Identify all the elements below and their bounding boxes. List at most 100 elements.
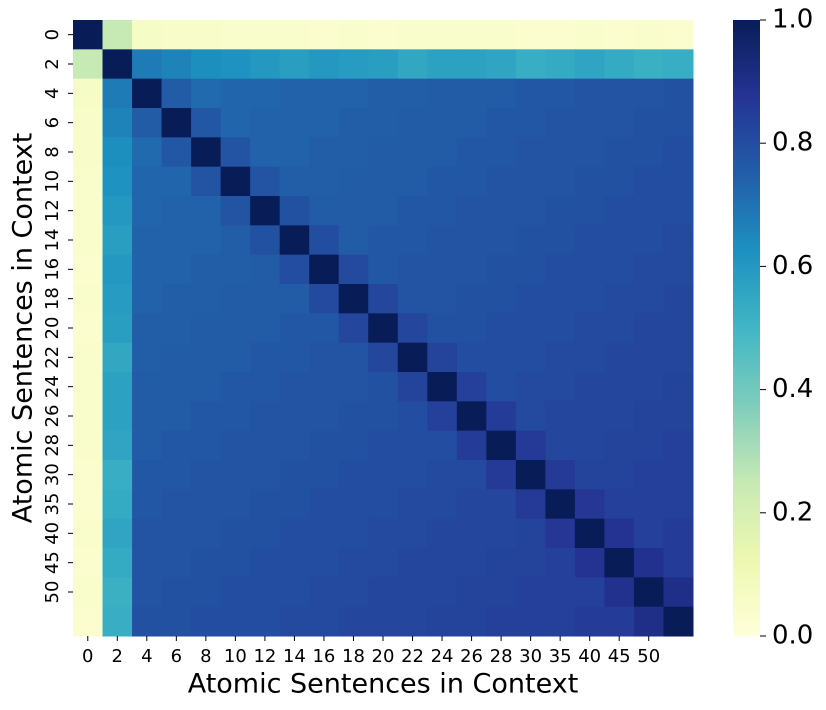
x-tick-label: 18 — [342, 646, 365, 667]
heatmap-cell — [368, 108, 399, 138]
heatmap-cell — [368, 196, 399, 226]
heatmap-cell — [663, 137, 694, 168]
heatmap-cell — [427, 313, 458, 344]
heatmap-cell — [545, 166, 576, 197]
heatmap-cell — [250, 49, 281, 80]
heatmap-cell — [309, 430, 340, 461]
heatmap-cell — [515, 225, 546, 256]
heatmap-cell — [456, 430, 487, 461]
heatmap-cell — [220, 401, 251, 432]
heatmap-cell — [191, 225, 222, 256]
heatmap-cell — [73, 254, 104, 285]
heatmap-cell — [73, 460, 104, 490]
heatmap-cell — [368, 254, 399, 285]
x-tick-label: 6 — [171, 646, 182, 667]
heatmap-cell — [102, 254, 133, 285]
heatmap-cell — [368, 225, 399, 256]
heatmap-cell — [161, 78, 192, 109]
heatmap-cell — [309, 518, 340, 549]
heatmap-cell — [427, 577, 458, 608]
heatmap-cell — [574, 460, 605, 490]
heatmap-cell — [338, 342, 369, 373]
heatmap-cell — [132, 342, 163, 373]
heatmap-cell — [427, 20, 458, 50]
heatmap-cell — [338, 577, 369, 608]
heatmap-cell — [191, 254, 222, 285]
heatmap-cell — [309, 548, 340, 578]
heatmap-cell — [515, 20, 546, 50]
heatmap-cell — [73, 489, 104, 520]
heatmap-cell — [663, 20, 694, 50]
heatmap-cell — [515, 108, 546, 138]
heatmap-cell — [132, 254, 163, 285]
heatmap-cell — [604, 548, 635, 578]
heatmap-cell — [73, 606, 104, 637]
heatmap-cell — [633, 284, 664, 314]
heatmap-cell — [427, 430, 458, 461]
heatmap-cell — [161, 196, 192, 226]
heatmap-cell — [279, 284, 310, 314]
colorbar-tick-label: 0.8 — [772, 128, 813, 158]
x-tick-label: 8 — [200, 646, 211, 667]
heatmap-cell — [574, 20, 605, 50]
heatmap-cell — [545, 342, 576, 373]
heatmap-cell — [633, 606, 664, 637]
y-tick-label: 16 — [42, 258, 63, 281]
heatmap-cell — [250, 342, 281, 373]
heatmap-cell — [220, 342, 251, 373]
heatmap-cell — [515, 489, 546, 520]
heatmap-cell — [279, 606, 310, 637]
heatmap-cell — [574, 489, 605, 520]
heatmap-cell — [220, 284, 251, 314]
heatmap-cell — [191, 548, 222, 578]
x-tick-label: 0 — [82, 646, 93, 667]
heatmap-cell — [574, 548, 605, 578]
x-axis-label: Atomic Sentences in Context — [188, 669, 579, 700]
x-tick-label: 2 — [112, 646, 123, 667]
heatmap-cell — [279, 20, 310, 50]
heatmap-cell — [250, 460, 281, 490]
heatmap-cell — [486, 430, 517, 461]
heatmap-cell — [250, 518, 281, 549]
heatmap-cell — [309, 342, 340, 373]
heatmap-cell — [397, 108, 428, 138]
heatmap-cell — [515, 372, 546, 402]
heatmap-cell — [132, 284, 163, 314]
heatmap-cell — [545, 548, 576, 578]
heatmap-cell — [486, 401, 517, 432]
heatmap-cell — [397, 78, 428, 109]
heatmap-cell — [663, 430, 694, 461]
heatmap-cell — [191, 108, 222, 138]
heatmap-cell — [102, 372, 133, 402]
heatmap-cell — [161, 401, 192, 432]
heatmap-cell — [515, 254, 546, 285]
heatmap-cell — [545, 372, 576, 402]
heatmap-cell — [604, 489, 635, 520]
heatmap-cell — [338, 401, 369, 432]
heatmap-cell — [486, 577, 517, 608]
heatmap-cell — [73, 78, 104, 109]
heatmap-cell — [456, 548, 487, 578]
heatmap-cell — [279, 401, 310, 432]
heatmap-cell — [663, 49, 694, 80]
heatmap-cell — [486, 313, 517, 344]
heatmap-cell — [515, 166, 546, 197]
heatmap-cell — [604, 430, 635, 461]
heatmap-cell — [220, 254, 251, 285]
heatmap-cell — [250, 196, 281, 226]
heatmap-cell — [456, 78, 487, 109]
heatmap-cell — [486, 108, 517, 138]
heatmap-cell — [368, 606, 399, 637]
heatmap-cell — [132, 372, 163, 402]
heatmap-cell — [132, 430, 163, 461]
heatmap-cell — [515, 548, 546, 578]
heatmap-cell — [368, 518, 399, 549]
heatmap-cell — [515, 78, 546, 109]
heatmap-cell — [250, 166, 281, 197]
heatmap-cell — [191, 430, 222, 461]
heatmap-cell — [73, 49, 104, 80]
heatmap-cell — [279, 254, 310, 285]
heatmap-cell — [220, 20, 251, 50]
heatmap-cell — [574, 284, 605, 314]
heatmap-cell — [220, 518, 251, 549]
